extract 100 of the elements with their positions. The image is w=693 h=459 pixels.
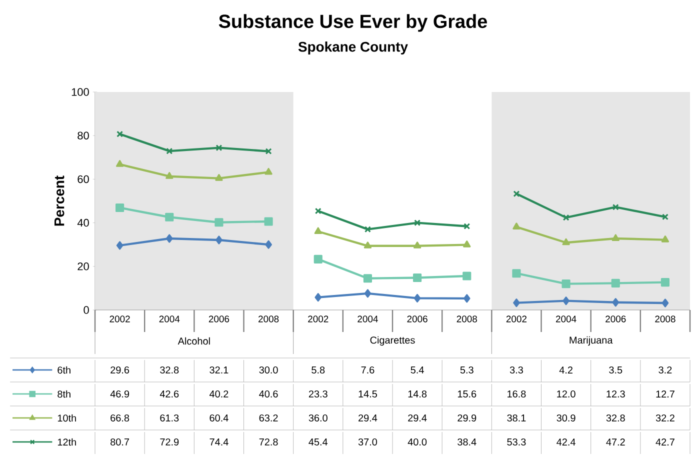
- data-label: 32.2: [656, 414, 674, 422]
- y-axis-title: Percent: [54, 176, 64, 226]
- data-label: 3.3: [510, 366, 523, 374]
- data-label: 3.5: [609, 366, 622, 374]
- text: Alcohol: [178, 337, 210, 345]
- point: [661, 236, 670, 242]
- point: [512, 222, 520, 230]
- y-tick-label: 80: [78, 132, 89, 140]
- point: [314, 254, 322, 264]
- x-tick-label: 2002: [506, 316, 527, 322]
- data-label: 45.4: [308, 438, 328, 446]
- point: [463, 240, 471, 248]
- point: [215, 174, 223, 181]
- data-label: 29.4: [358, 414, 378, 422]
- data-label: 53.3: [507, 438, 526, 446]
- point: [216, 236, 222, 244]
- data-label: 61.3: [160, 414, 179, 422]
- data-label: 63.2: [259, 414, 278, 422]
- point: [264, 217, 273, 226]
- point: [463, 294, 470, 303]
- point: [166, 172, 174, 179]
- point: [612, 234, 620, 242]
- data-label: 4.2: [559, 366, 572, 374]
- point: [414, 220, 421, 226]
- data-label: 47.2: [606, 438, 625, 446]
- x-tick-label: 2004: [358, 316, 378, 322]
- data-label: 60.4: [210, 414, 228, 422]
- data-label: 74.4: [210, 438, 228, 446]
- legend-label: 6th: [58, 366, 70, 374]
- data-label: 66.8: [110, 414, 130, 422]
- data-label: 5.8: [312, 366, 325, 374]
- point: [512, 269, 521, 278]
- point: [562, 280, 570, 288]
- point: [562, 238, 570, 246]
- data-label: 40.0: [408, 438, 427, 446]
- point: [314, 293, 322, 302]
- data-label: 5.4: [410, 366, 424, 374]
- data-label: 72.9: [160, 438, 179, 446]
- data-label: 14.5: [358, 390, 377, 398]
- text: Cigarettes: [370, 336, 415, 346]
- y-tick-label: 100: [72, 88, 89, 96]
- data-label: 40.6: [259, 390, 278, 398]
- point: [413, 273, 422, 282]
- point: [165, 212, 174, 222]
- point: [116, 241, 124, 250]
- x-tick-label: 2004: [159, 316, 180, 322]
- data-label: 32.8: [606, 414, 625, 422]
- x-tick-label: 2008: [456, 316, 477, 322]
- text: Marijuana: [570, 336, 613, 346]
- point: [612, 298, 620, 307]
- data-label: 38.1: [507, 414, 526, 422]
- data-label: 12.0: [557, 390, 576, 398]
- point: [264, 168, 272, 175]
- point: [116, 203, 124, 212]
- data-label: 37.0: [358, 438, 378, 446]
- point: [513, 298, 520, 308]
- y-tick-label: 60: [78, 175, 89, 184]
- y-tick-label: 0: [84, 306, 89, 314]
- data-label: 72.8: [259, 438, 278, 446]
- point: [363, 274, 372, 283]
- legend-label: 10th: [58, 414, 76, 422]
- data-label: 3.2: [658, 366, 672, 374]
- data-label: 30.0: [259, 366, 278, 374]
- point: [611, 278, 620, 288]
- data-label: 30.9: [556, 414, 576, 422]
- data-label: 38.4: [458, 438, 476, 446]
- data-label: 16.8: [508, 390, 526, 398]
- point: [216, 144, 222, 152]
- data-label: 42.6: [160, 390, 179, 398]
- data-label: 5.3: [460, 366, 474, 374]
- point: [116, 160, 124, 167]
- legend-label: 8th: [58, 390, 70, 398]
- data-label: 32.8: [160, 366, 179, 374]
- y-tick-label: 40: [77, 218, 89, 227]
- point: [462, 272, 472, 280]
- chart-subtitle: Spokane County: [298, 41, 408, 54]
- chart-title: Substance Use Ever by Grade: [218, 14, 487, 32]
- point: [364, 289, 372, 298]
- x-tick-label: 2008: [655, 316, 676, 322]
- point: [166, 148, 173, 154]
- point: [214, 218, 224, 227]
- data-label: 42.7: [656, 438, 674, 446]
- point: [314, 227, 322, 234]
- x-tick-label: 2002: [308, 316, 328, 322]
- data-label: 40.2: [210, 390, 228, 398]
- point: [364, 242, 372, 248]
- data-label: 7.6: [361, 366, 374, 374]
- point: [364, 226, 371, 233]
- data-label: 14.8: [408, 390, 427, 398]
- x-tick-label: 2006: [208, 316, 230, 322]
- data-label: 36.0: [308, 414, 328, 422]
- data-label: 29.9: [458, 414, 476, 422]
- x-tick-label: 2002: [110, 316, 130, 322]
- point: [662, 298, 669, 308]
- data-label: 23.3: [308, 390, 328, 398]
- point: [562, 214, 570, 221]
- data-label: 12.3: [606, 390, 625, 398]
- x-tick-label: 2006: [407, 316, 428, 322]
- x-tick-label: 2004: [556, 316, 576, 322]
- data-label: 42.4: [556, 438, 576, 446]
